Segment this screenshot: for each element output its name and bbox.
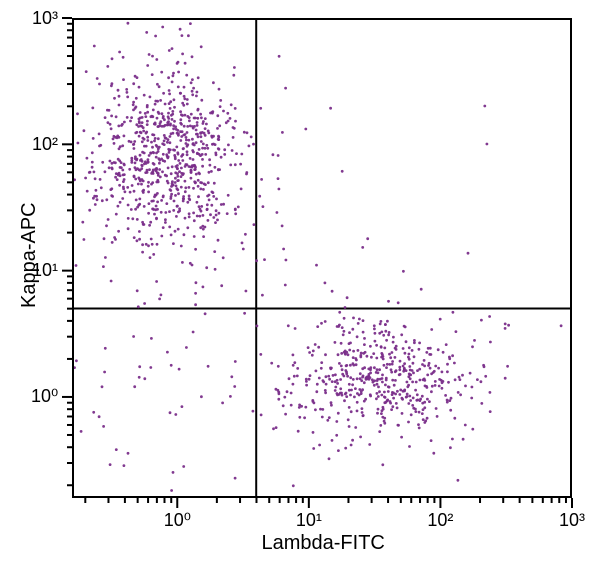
y-axis-title: Kappa-APC: [18, 202, 41, 308]
chart-svg: [0, 0, 600, 565]
tick-label: 10³: [559, 510, 585, 531]
tick-label: 10³: [32, 8, 58, 29]
scatter-points: [1, 7, 600, 539]
tick-label: 10¹: [296, 510, 322, 531]
flow-cytometry-scatter: Kappa-APC Lambda-FITC 10⁰ 10¹ 10² 10³ 10⁰ 10¹…: [0, 0, 600, 565]
tick-label: 10⁰: [31, 386, 58, 407]
tick-label: 10²: [32, 134, 58, 155]
tick-label: 10²: [427, 510, 453, 531]
tick-label: 10⁰: [164, 510, 191, 531]
tick-label: 10¹: [32, 260, 58, 281]
x-axis-title: Lambda-FITC: [262, 532, 385, 555]
